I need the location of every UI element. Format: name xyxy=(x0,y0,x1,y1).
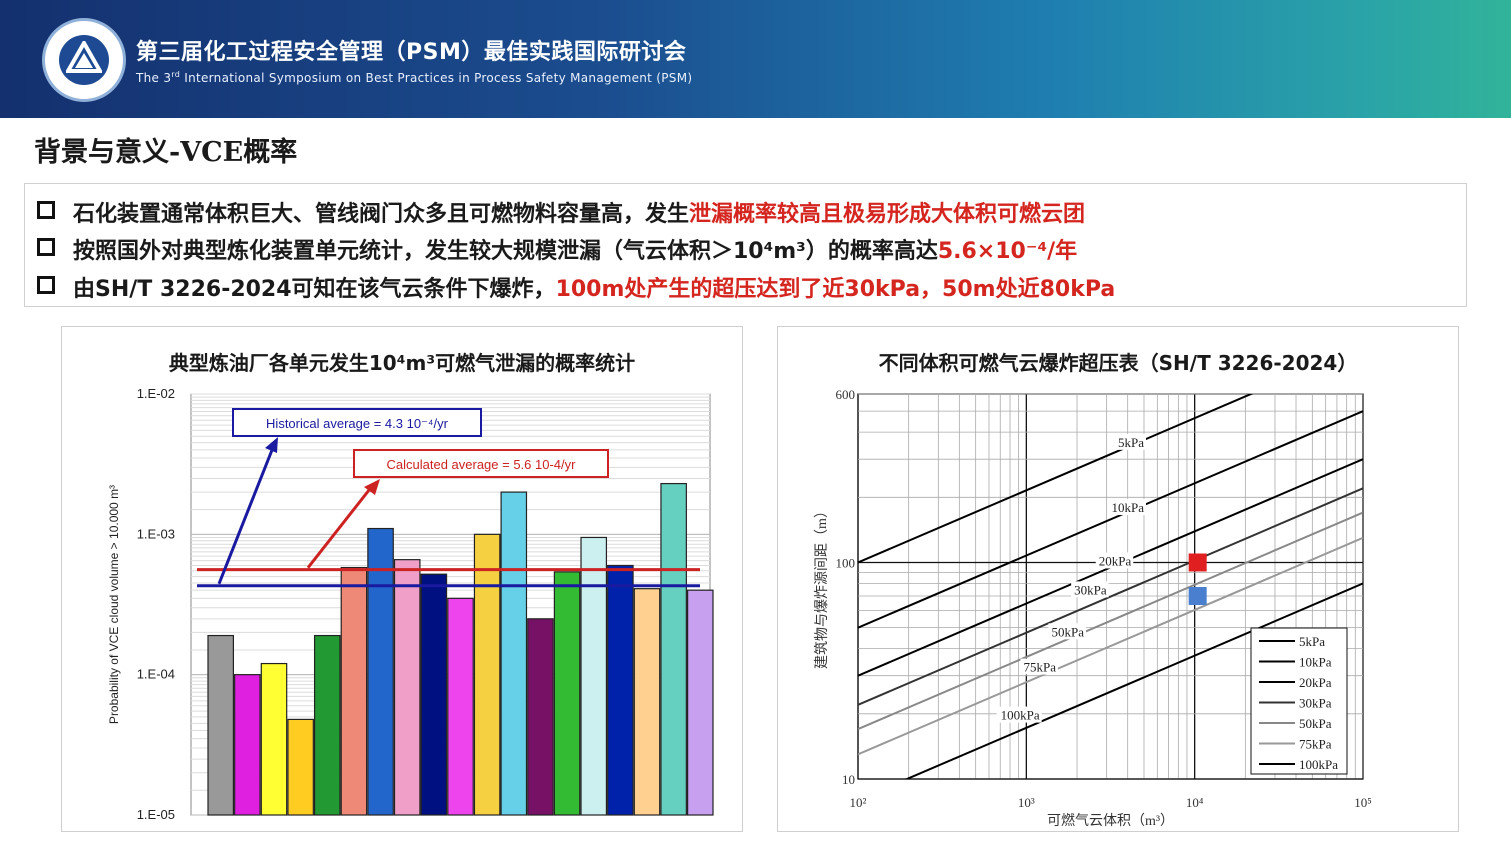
bar xyxy=(234,674,261,816)
bullet-item: 由SH/T 3226-2024可知在该气云条件下爆炸，100m处产生的超压达到了… xyxy=(37,271,1115,303)
calculated-average-box xyxy=(353,449,609,478)
conference-title-cn: 第三届化工过程安全管理（PSM）最佳实践国际研讨会 xyxy=(136,40,687,65)
historical-average-box xyxy=(232,408,482,437)
curve-label: 5kPa xyxy=(1118,435,1144,450)
bar xyxy=(260,662,288,816)
bar xyxy=(420,573,448,816)
bar-chart-title: 典型炼油厂各单元发生10⁴m³可燃气泄漏的概率统计 xyxy=(168,351,636,375)
bar xyxy=(340,566,368,816)
x-tick-label: 10⁵ xyxy=(1354,795,1372,810)
bullet-item: 按照国外对典型炼化装置单元统计，发生较大规模泄漏（气云体积＞10⁴m³）的概率高… xyxy=(37,233,1077,265)
bar xyxy=(367,527,394,816)
curve-75kPa xyxy=(858,536,1363,756)
curve-100kPa xyxy=(904,582,1363,779)
historical-average-label: Historical average = 4.3 10⁻⁴/yr xyxy=(266,416,449,431)
bar xyxy=(207,634,234,816)
arrow-head xyxy=(265,437,278,453)
bar xyxy=(287,718,314,816)
legend-label: 20kPa xyxy=(1299,675,1332,690)
arrow-head xyxy=(364,479,380,495)
bar xyxy=(686,589,714,816)
curve-30kPa xyxy=(858,487,1363,706)
curve-10kPa xyxy=(858,410,1363,629)
y-tick-label: 600 xyxy=(836,387,856,402)
bullet-item: 石化装置通常体积巨大、管线阀门众多且可燃物料容量高，发生泄漏概率较高且极易形成大… xyxy=(37,196,1085,228)
curve-50kPa xyxy=(858,511,1363,731)
bar xyxy=(660,482,687,816)
overpressure-chart-panel: 不同体积可燃气云爆炸超压表（SH/T 3226-2024） 5kPa 10kPa 2… xyxy=(777,326,1459,832)
curve-label: 10kPa xyxy=(1111,500,1144,515)
x-axis-label: 可燃气云体积（m³） xyxy=(1047,812,1174,829)
bar xyxy=(580,536,608,816)
x-tick-label: 10³ xyxy=(1018,795,1035,810)
historical-arrow xyxy=(217,444,276,585)
bar xyxy=(607,564,634,816)
bar xyxy=(500,491,528,816)
y-tick-label: 1.E-05 xyxy=(137,807,175,822)
bar xyxy=(447,597,474,816)
y-tick-label: 1.E-03 xyxy=(137,526,175,541)
legend-label: 30kPa xyxy=(1299,696,1332,711)
curve-label: 100kPa xyxy=(1001,708,1040,723)
conference-header: 第三届化工过程安全管理（PSM）最佳实践国际研讨会 The 3rd Intern… xyxy=(0,0,1511,118)
y-tick-label: 1.E-04 xyxy=(137,667,175,682)
bar xyxy=(393,559,421,816)
calculated-arrow xyxy=(306,484,375,569)
square-bullet-icon xyxy=(37,238,55,256)
conference-title-en: The 3rd International Symposium on Best … xyxy=(136,70,693,85)
curve-label: 75kPa xyxy=(1023,660,1056,675)
legend-label: 10kPa xyxy=(1299,655,1332,670)
bar xyxy=(473,533,501,816)
legend xyxy=(1250,627,1348,775)
bullet-list: 石化装置通常体积巨大、管线阀门众多且可燃物料容量高，发生泄漏概率较高且极易形成大… xyxy=(24,183,1467,307)
curve-label: 20kPa xyxy=(1099,553,1132,568)
y-axis-label: Probability of VCE cloud volume > 10.000… xyxy=(107,485,121,724)
curve-label: 30kPa xyxy=(1074,582,1107,597)
psm-logo-icon xyxy=(42,18,126,102)
x-tick-label: 10² xyxy=(850,795,867,810)
bar xyxy=(633,588,661,816)
bar xyxy=(553,571,581,816)
bar xyxy=(527,618,554,816)
slide-title: 背景与意义-VCE概率 xyxy=(34,137,298,168)
y-axis-label: 建筑物与爆炸源间距（m） xyxy=(814,504,830,669)
legend-label: 100kPa xyxy=(1299,757,1338,772)
x-tick-label: 10⁴ xyxy=(1186,795,1204,810)
overpressure-chart-title: 不同体积可燃气云爆炸超压表（SH/T 3226-2024） xyxy=(878,351,1358,375)
marker-square xyxy=(1188,553,1207,572)
legend-label: 75kPa xyxy=(1299,737,1332,752)
bar xyxy=(313,634,341,816)
y-tick-label: 1.E-02 xyxy=(137,386,175,401)
square-bullet-icon xyxy=(37,276,55,294)
legend-label: 50kPa xyxy=(1299,716,1332,731)
y-tick-label: 100 xyxy=(836,555,856,570)
calculated-average-label: Calculated average = 5.6 10-4/yr xyxy=(387,457,577,472)
bar-chart: 1.E-05 1.E-04 1.E-03 1.E-02 Probability of V… xyxy=(107,386,714,822)
bar-chart-panel: 典型炼油厂各单元发生10⁴m³可燃气泄漏的概率统计 1.E-05 1.E-04 1.… xyxy=(61,326,743,832)
square-bullet-icon xyxy=(37,201,55,219)
curve-label: 50kPa xyxy=(1051,624,1084,639)
y-tick-label: 10 xyxy=(842,772,855,787)
legend-label: 5kPa xyxy=(1299,634,1325,649)
overpressure-chart: 5kPa 10kPa 20kPa 30kPa 50kPa 75kPa 100kPa 5kPa 1… xyxy=(814,387,1372,829)
curve-5kPa xyxy=(858,394,1254,564)
marker-square xyxy=(1188,587,1207,606)
